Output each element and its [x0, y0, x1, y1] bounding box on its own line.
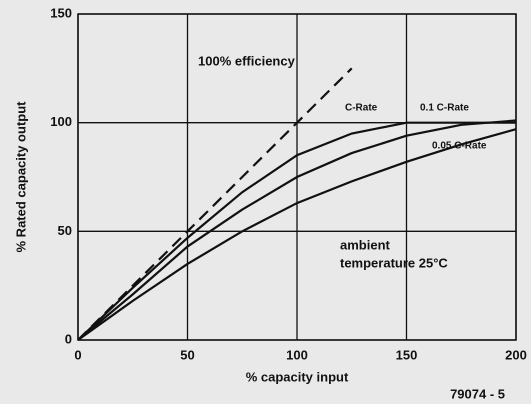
x-tick-label: 100: [286, 347, 308, 362]
x-tick-label: 200: [505, 347, 527, 362]
series-line: [77, 119, 517, 341]
annotation: temperature 25°C: [340, 255, 448, 270]
series-label: C-Rate: [345, 103, 378, 114]
y-tick-label: 0: [65, 331, 72, 346]
x-tick-label: 50: [180, 347, 194, 362]
series-line: [77, 128, 517, 341]
series-label: 0.1 C-Rate: [420, 103, 469, 114]
series-line: [77, 121, 516, 341]
x-tick-label: 150: [396, 347, 418, 362]
y-tick-label: 100: [50, 114, 72, 129]
y-tick-label: 50: [58, 223, 72, 238]
series-label: 0.05 C-Rate: [432, 141, 487, 152]
annotation: ambient: [340, 237, 391, 252]
y-tick-label: 150: [50, 5, 72, 20]
y-axis-label: % Rated capacity output: [13, 101, 28, 253]
figure-id: 79074 - 5: [450, 386, 505, 401]
x-axis-label: % capacity input: [246, 369, 349, 384]
series-label: 100% efficiency: [198, 53, 296, 68]
x-tick-label: 0: [74, 347, 81, 362]
series-line: [77, 67, 353, 341]
